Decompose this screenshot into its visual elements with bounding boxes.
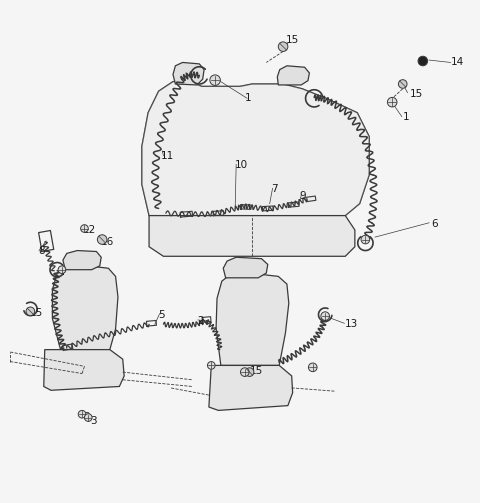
Circle shape: [58, 266, 66, 274]
Text: 4: 4: [58, 267, 65, 277]
Circle shape: [240, 368, 249, 376]
Text: 15: 15: [410, 89, 423, 99]
Circle shape: [245, 368, 254, 376]
Polygon shape: [173, 62, 204, 85]
Circle shape: [309, 363, 317, 372]
Circle shape: [97, 235, 107, 244]
Circle shape: [387, 98, 397, 107]
Circle shape: [418, 56, 428, 66]
Polygon shape: [142, 81, 369, 216]
Text: 11: 11: [161, 151, 174, 161]
Polygon shape: [63, 250, 101, 270]
Polygon shape: [223, 257, 268, 278]
Text: 1: 1: [245, 94, 252, 103]
Text: 7: 7: [271, 184, 278, 194]
Circle shape: [278, 42, 288, 51]
Polygon shape: [216, 273, 289, 365]
Polygon shape: [149, 216, 355, 257]
Text: 2: 2: [197, 316, 204, 326]
Polygon shape: [209, 365, 293, 410]
Polygon shape: [277, 66, 310, 85]
Text: 6: 6: [432, 219, 438, 229]
Circle shape: [84, 414, 92, 422]
Circle shape: [26, 307, 35, 316]
Circle shape: [78, 410, 86, 418]
Circle shape: [207, 362, 215, 369]
Text: 12: 12: [83, 225, 96, 235]
Text: 15: 15: [29, 308, 43, 318]
Text: 8: 8: [38, 246, 45, 257]
Polygon shape: [44, 350, 124, 390]
Text: 16: 16: [101, 237, 114, 247]
Polygon shape: [52, 265, 118, 350]
Circle shape: [81, 225, 88, 232]
Text: 9: 9: [300, 192, 306, 202]
Text: 14: 14: [451, 57, 464, 67]
Circle shape: [321, 312, 329, 320]
Circle shape: [210, 75, 220, 86]
Text: 10: 10: [235, 160, 248, 171]
Text: 5: 5: [158, 310, 165, 320]
Text: 15: 15: [250, 366, 263, 376]
Circle shape: [361, 235, 370, 244]
Text: 1: 1: [403, 113, 409, 123]
Circle shape: [398, 79, 407, 89]
Text: 3: 3: [83, 411, 90, 422]
Text: 15: 15: [286, 35, 299, 45]
Text: 13: 13: [344, 319, 358, 329]
Text: 3: 3: [90, 416, 97, 427]
